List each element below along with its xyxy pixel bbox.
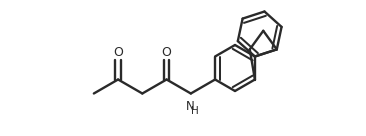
Text: O: O [162,46,172,59]
Text: H: H [191,106,199,115]
Text: N: N [186,100,194,112]
Text: O: O [113,46,123,59]
